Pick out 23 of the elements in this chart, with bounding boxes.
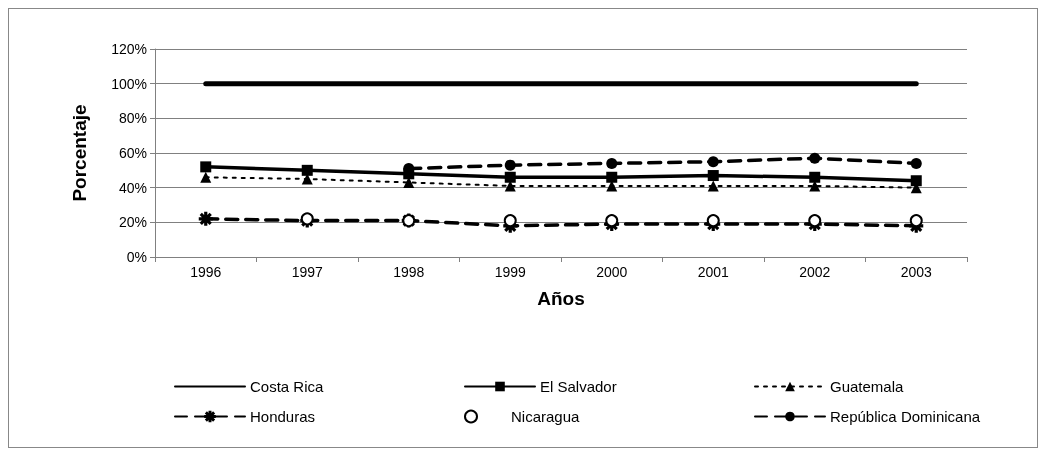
y-tick-label: 20% bbox=[118, 214, 147, 231]
x-tick-label: 2001 bbox=[697, 264, 730, 280]
x-tick-label: 2000 bbox=[596, 264, 628, 280]
x-tick-label: 1998 bbox=[393, 264, 425, 280]
y-tick-label: 120% bbox=[111, 41, 147, 57]
y-tick-label: 0% bbox=[126, 249, 147, 265]
legend-label: Guatemala bbox=[830, 378, 905, 395]
x-tick-label: 1996 bbox=[190, 264, 222, 280]
y-tick-label: 40% bbox=[118, 179, 147, 196]
y-tick-label: 60% bbox=[118, 145, 147, 161]
x-axis-title: Años bbox=[537, 288, 585, 309]
y-tick-label: 100% bbox=[111, 75, 147, 92]
y-tick-label: 80% bbox=[118, 110, 147, 127]
legend-label: República Dominicana bbox=[830, 408, 981, 425]
legend-label: Honduras bbox=[250, 408, 316, 425]
x-tick-label: 2003 bbox=[900, 264, 933, 280]
x-tick-label: 1999 bbox=[494, 264, 527, 280]
legend-label: El Salvador bbox=[540, 378, 617, 395]
x-tick-label: 1997 bbox=[291, 264, 324, 280]
y-axis-title: Porcentaje bbox=[69, 104, 90, 202]
legend-label: Costa Rica bbox=[250, 378, 325, 395]
x-tick-label: 2002 bbox=[799, 264, 831, 280]
legend-label: Nicaragua bbox=[511, 408, 581, 425]
